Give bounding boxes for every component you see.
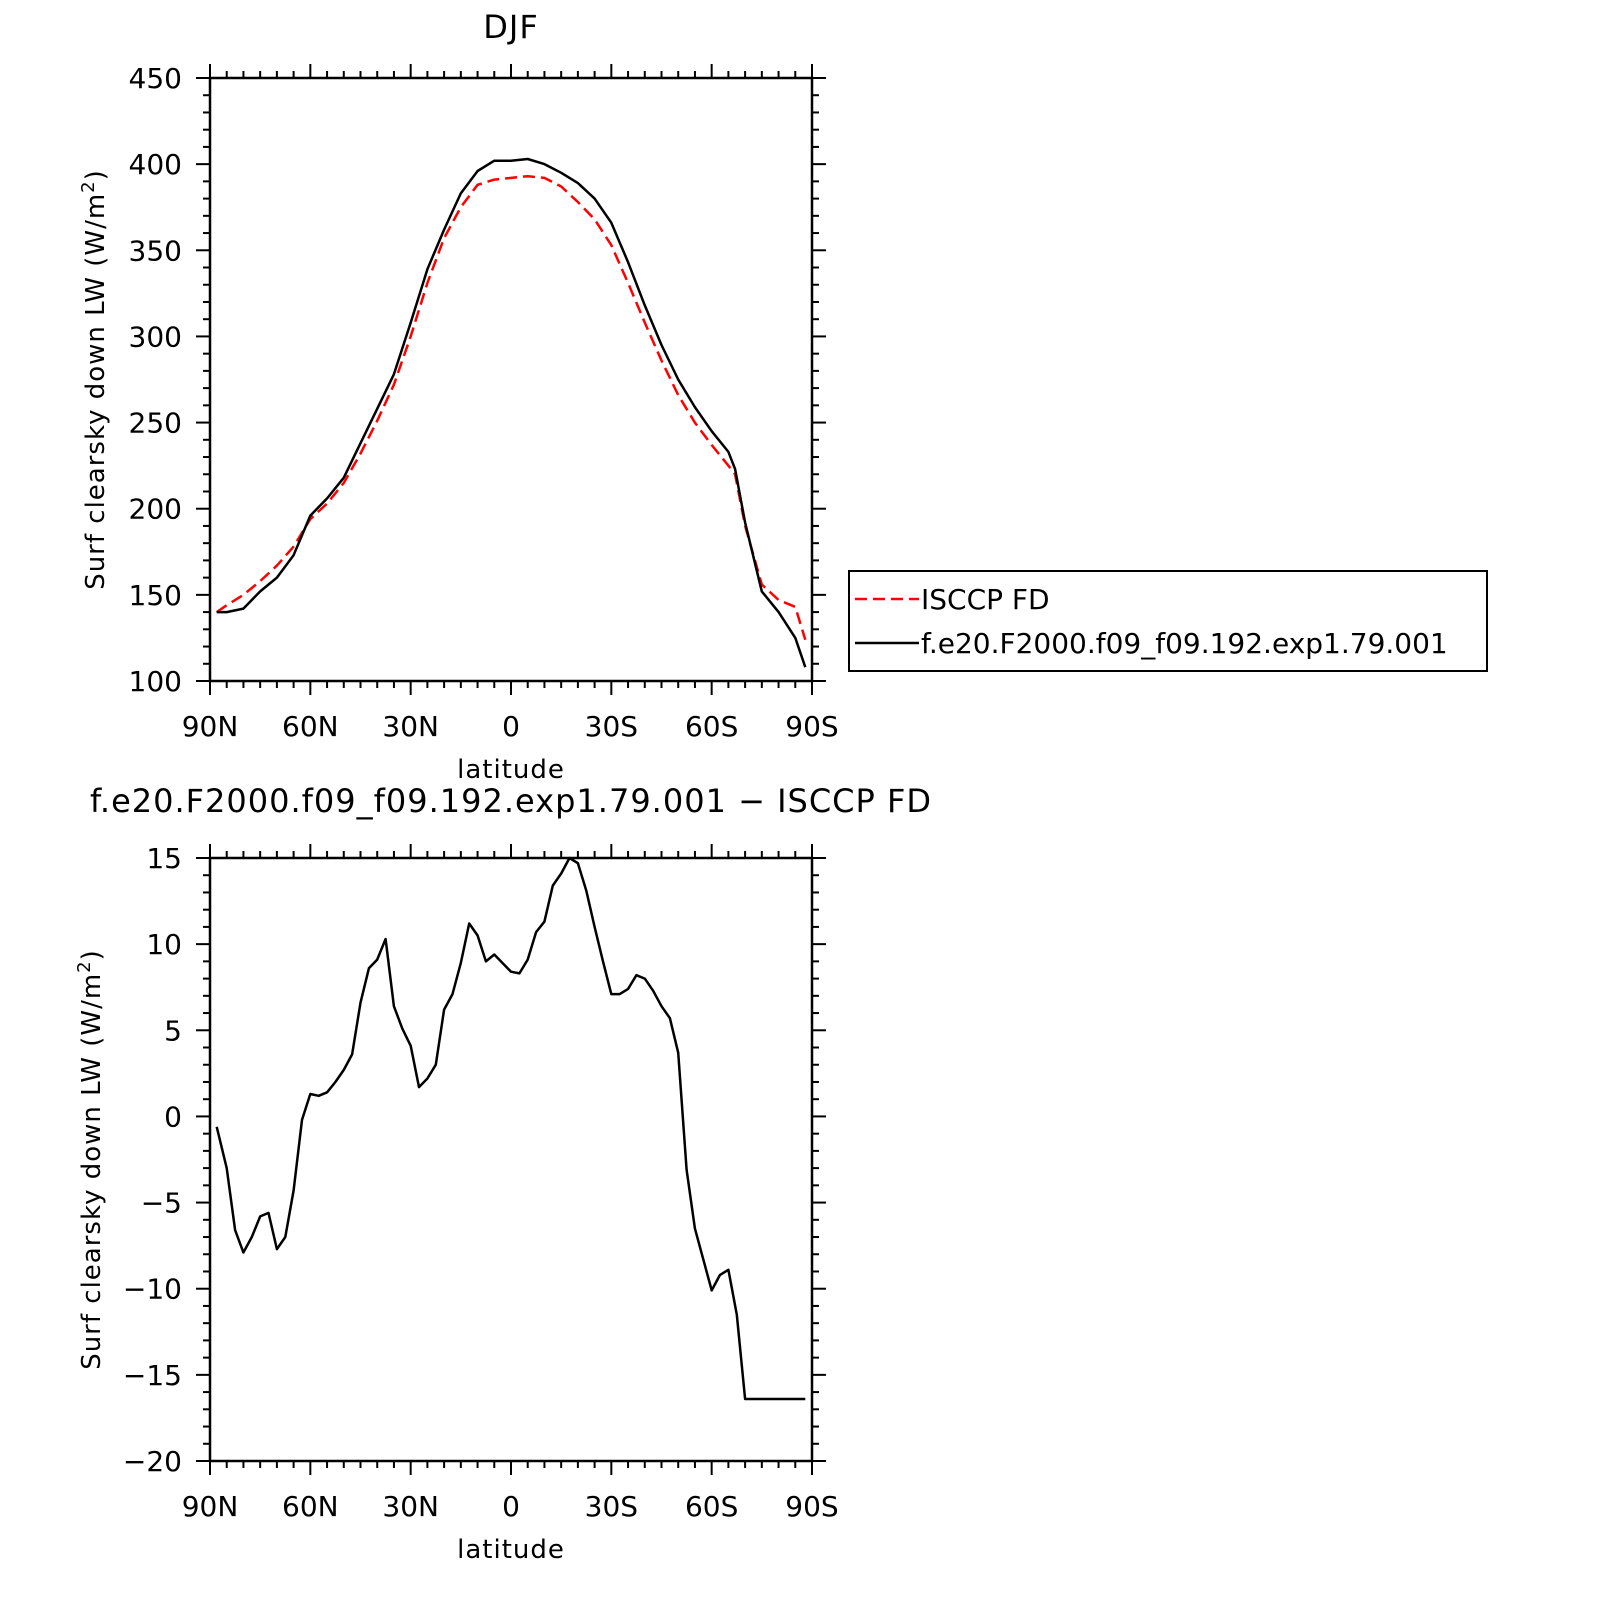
y-tick-label: 10: [146, 928, 182, 961]
y-tick-label: 400: [129, 148, 182, 181]
y-axis-label: Surf clearsky down LW (W/m2): [78, 169, 111, 590]
y-tick-label: 100: [129, 665, 182, 698]
legend-box: [848, 570, 1488, 672]
chart-title: DJF: [483, 8, 538, 46]
x-tick-label: 60N: [282, 1490, 339, 1523]
y-tick-label: −5: [141, 1187, 182, 1220]
y-axis-label-main: Surf clearsky down LW (W/m: [77, 973, 107, 1370]
y-tick-label: 350: [129, 234, 182, 267]
x-tick-label: 90N: [182, 1490, 239, 1523]
x-tick-label: 60N: [282, 710, 339, 743]
y-axis-label: Surf clearsky down LW (W/m2): [74, 949, 107, 1370]
legend-label-2: f.e20.F2000.f09_f09.192.exp1.79.001: [921, 627, 1448, 660]
y-tick-label: 250: [129, 407, 182, 440]
x-tick-label: 90S: [785, 1490, 838, 1523]
y-tick-label: 200: [129, 493, 182, 526]
series-line-1: [215, 174, 807, 641]
y-tick-label: 450: [129, 62, 182, 95]
y-tick-label: 150: [129, 579, 182, 612]
legend-label-1: ISCCP FD: [921, 583, 1050, 616]
y-tick-label: −10: [123, 1273, 182, 1306]
x-tick-label: 60S: [685, 710, 738, 743]
series-line-2: [216, 157, 807, 668]
x-tick-label: 90N: [182, 710, 239, 743]
y-axis-label-main: Surf clearsky down LW (W/m: [81, 193, 111, 590]
djf-plot: DJF 90N 60N 30N 0 30S 60S 90S 100 150 200 250 300 350…: [78, 8, 1488, 785]
x-tick-label: 30N: [382, 710, 439, 743]
plot-frame: [208, 76, 814, 683]
difference-plot: f.e20.F2000.f09_f09.192.exp1.79.001 − IS…: [74, 782, 932, 1565]
x-tick-label: 30S: [585, 1490, 638, 1523]
x-tick-label: 30S: [585, 710, 638, 743]
y-tick-label: −15: [123, 1359, 182, 1392]
x-tick-label: 90S: [785, 710, 838, 743]
y-tick-label: 5: [164, 1014, 182, 1047]
x-axis-label: latitude: [457, 1535, 565, 1565]
y-axis-label-superscript: 2: [74, 960, 95, 972]
difference-chart-title: f.e20.F2000.f09_f09.192.exp1.79.001 − IS…: [90, 782, 932, 820]
x-tick-label: 0: [502, 1490, 520, 1523]
x-tick-label: 0: [502, 710, 520, 743]
series-line-1: [215, 856, 806, 1401]
y-axis-label-superscript: 2: [78, 180, 99, 192]
x-axis-label: latitude: [457, 755, 565, 785]
y-axis-label-close: ): [77, 949, 107, 960]
x-tick-label: 60S: [685, 1490, 738, 1523]
plot-frame: [208, 856, 814, 1463]
y-tick-label: 300: [129, 320, 182, 353]
x-tick-label: 30N: [382, 1490, 439, 1523]
y-axis-label-close: ): [81, 169, 111, 180]
y-tick-label: 15: [146, 842, 182, 875]
y-tick-label: 0: [164, 1100, 182, 1133]
y-tick-label: −20: [123, 1445, 182, 1478]
